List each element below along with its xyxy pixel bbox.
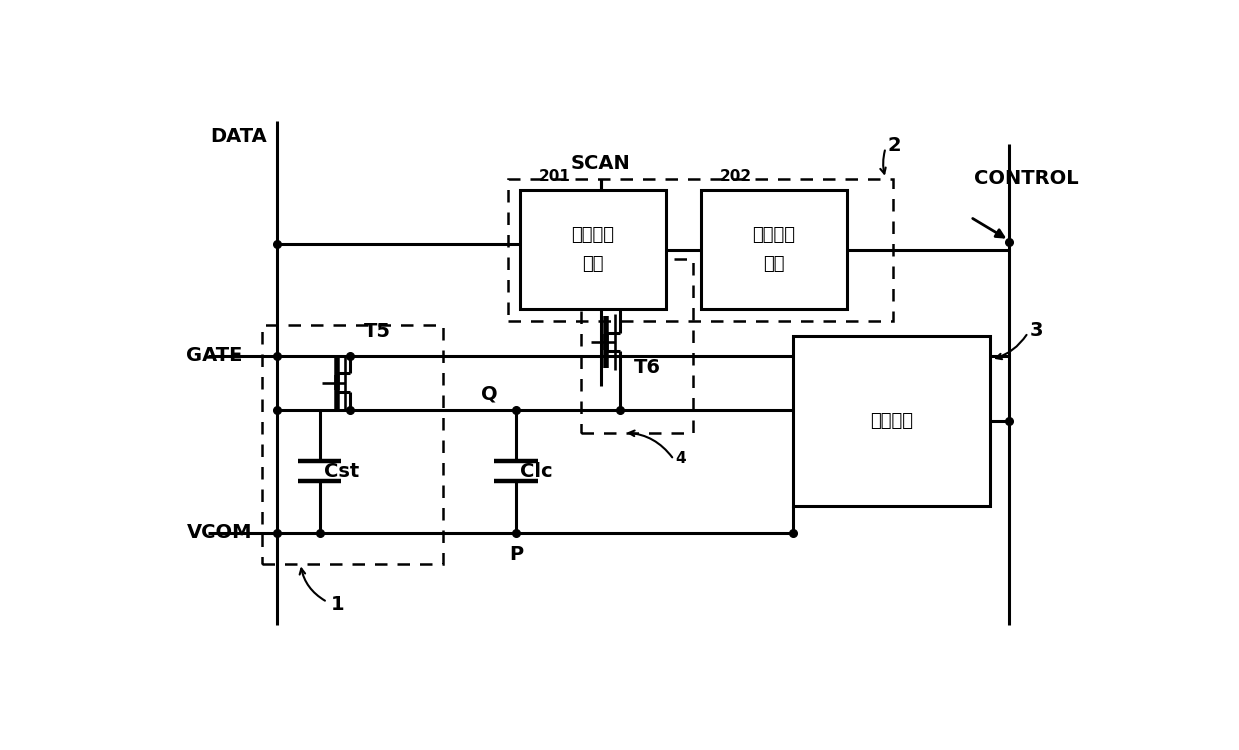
Text: 信号输出
模块: 信号输出 模块 bbox=[752, 226, 795, 273]
Text: 201: 201 bbox=[539, 169, 571, 184]
Text: Q: Q bbox=[481, 385, 497, 404]
Text: 2: 2 bbox=[888, 136, 902, 155]
Text: GATE: GATE bbox=[186, 346, 243, 365]
Text: 数据采集
模块: 数据采集 模块 bbox=[571, 226, 615, 273]
Text: P: P bbox=[509, 544, 523, 564]
Text: Clc: Clc bbox=[520, 462, 553, 481]
Bar bbox=[701, 190, 847, 310]
Bar bbox=[261, 325, 442, 563]
Text: 4: 4 bbox=[675, 451, 686, 466]
Text: SCAN: SCAN bbox=[571, 154, 631, 173]
Text: 供电单元: 供电单元 bbox=[870, 412, 913, 430]
Text: T6: T6 bbox=[634, 358, 660, 376]
Bar bbox=[793, 337, 990, 506]
Text: Cst: Cst bbox=[323, 462, 359, 481]
Bar bbox=[508, 178, 893, 321]
Text: 202: 202 bbox=[720, 169, 752, 184]
Text: DATA: DATA bbox=[211, 127, 268, 146]
Text: T5: T5 bbox=[364, 322, 392, 340]
Text: CONTROL: CONTROL bbox=[974, 169, 1079, 188]
Bar bbox=[581, 260, 693, 433]
Text: 3: 3 bbox=[1030, 321, 1043, 340]
Text: 1: 1 bbox=[331, 595, 344, 613]
Text: VCOM: VCOM bbox=[186, 524, 252, 542]
Bar bbox=[520, 190, 667, 310]
